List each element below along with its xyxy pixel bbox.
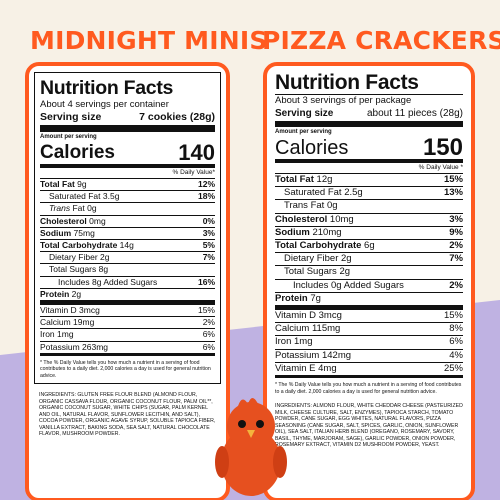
serving-size-row: Serving size about 11 pieces (28g) — [275, 107, 463, 127]
pizza-crackers-label: Nutrition Facts About 3 servings of per … — [263, 62, 475, 500]
daily-value-footnote: * The % Daily Value tells you how much a… — [40, 352, 215, 384]
daily-value-header: % Daily Value * — [275, 163, 463, 174]
pizza-crackers-title: PIZZA CRACKERS — [262, 26, 500, 55]
nutrient-row-total-fat: Total Fat 12g 15% — [275, 174, 463, 188]
daily-value-footnote: * The % Daily Value tells you how much a… — [275, 375, 463, 395]
nutrient-row-protein: Protein 2g — [40, 289, 215, 306]
ingredients-text: INGREDIENTS: GLUTEN FREE FLOUR BLEND (AL… — [39, 392, 216, 438]
nutrition-facts-panel: Nutrition Facts About 3 servings of per … — [267, 66, 471, 395]
nutrient-row-calcium: Calcium 115mg 8% — [275, 323, 463, 337]
calories-value: 140 — [178, 140, 215, 165]
nutrient-row-potassium: Potassium 142mg 4% — [275, 350, 463, 363]
daily-value-header: % Daily Value* — [40, 168, 215, 179]
calories-value: 150 — [422, 134, 463, 161]
nutrient-row-sodium: Sodium 75mg 3% — [40, 228, 215, 241]
nutrient-row-total-carbohydrate: Total Carbohydrate 14g 5% — [40, 240, 215, 253]
nutrient-row-calcium: Calcium 19mg 2% — [40, 317, 215, 330]
servings-per-container: About 4 servings per container — [40, 99, 169, 110]
nutrient-row-trans-fat: Trans Fat 0g — [40, 203, 215, 216]
amount-per-serving: Amount per serving — [275, 129, 332, 135]
nutrient-row-added-sugars: Includes 0g Added Sugars 2% — [275, 280, 463, 293]
amount-per-serving: Amount per serving — [40, 134, 97, 140]
calories-row: Calories 140 — [40, 142, 215, 168]
nutrition-facts-heading: Nutrition Facts — [40, 77, 174, 99]
nutrient-row-total-fat: Total Fat 9g 12% — [40, 179, 215, 192]
nutrient-row-vitamin-d: Vitamin D 3mcg 15% — [40, 305, 215, 318]
nutrient-row-dietary-fiber: Dietary Fiber 2g 7% — [275, 253, 463, 267]
serving-size-label: Serving size — [40, 111, 102, 123]
nutrient-row-sodium: Sodium 210mg 9% — [275, 227, 463, 241]
nutrient-row-cholesterol: Cholesterol 0mg 0% — [40, 216, 215, 228]
serving-size-label: Serving size — [275, 108, 334, 119]
calories-label: Calories — [275, 137, 349, 159]
nutrient-row-dietary-fiber: Dietary Fiber 2g 7% — [40, 252, 215, 265]
nutrient-row-total-carbohydrate: Total Carbohydrate 6g 2% — [275, 240, 463, 254]
nutrient-row-iron: Iron 1mg 6% — [40, 329, 215, 342]
serving-size-value: 7 cookies (28g) — [139, 111, 215, 123]
calories-label: Calories — [40, 142, 115, 163]
nutrient-row-vitamin-d: Vitamin D 3mcg 15% — [275, 310, 463, 324]
nutrient-row-total-sugars: Total Sugars 2g — [275, 266, 463, 280]
nutrient-row-added-sugars: Includes 8g Added Sugars 16% — [40, 277, 215, 289]
nutrition-facts-panel: Nutrition Facts About 4 servings per con… — [34, 72, 221, 385]
nutrient-row-saturated-fat: Saturated Fat 2.5g 13% — [275, 187, 463, 201]
nutrition-facts-heading: Nutrition Facts — [275, 72, 463, 95]
nutrient-row-protein: Protein 7g — [275, 293, 463, 311]
calories-row: Calories 150 — [275, 134, 463, 163]
nutrient-row-vitamin-e: Vitamin E 4mg 25% — [275, 362, 463, 374]
nutrient-row-potassium: Potassium 263mg 6% — [40, 341, 215, 352]
nutrient-row-trans-fat: Trans Fat 0g — [275, 200, 463, 214]
nutrient-row-saturated-fat: Saturated Fat 3.5g 18% — [40, 191, 215, 204]
midnight-minis-label: Nutrition Facts About 4 servings per con… — [25, 62, 230, 500]
ingredients-text: INGREDIENTS: ALMOND FLOUR, WHITE CHEDDAR… — [275, 403, 463, 449]
nutrient-row-cholesterol: Cholesterol 10mg 3% — [275, 214, 463, 227]
servings-per-container: About 3 servings of per package — [275, 95, 412, 106]
midnight-minis-title: MIDNIGHT MINIS — [30, 26, 268, 55]
red-bird-mascot-icon — [215, 398, 287, 496]
serving-size-row: Serving size 7 cookies (28g) — [40, 111, 215, 132]
serving-size-value: about 11 pieces (28g) — [367, 108, 463, 119]
nutrient-row-total-sugars: Total Sugars 8g — [40, 264, 215, 277]
nutrient-row-iron: Iron 1mg 6% — [275, 336, 463, 350]
